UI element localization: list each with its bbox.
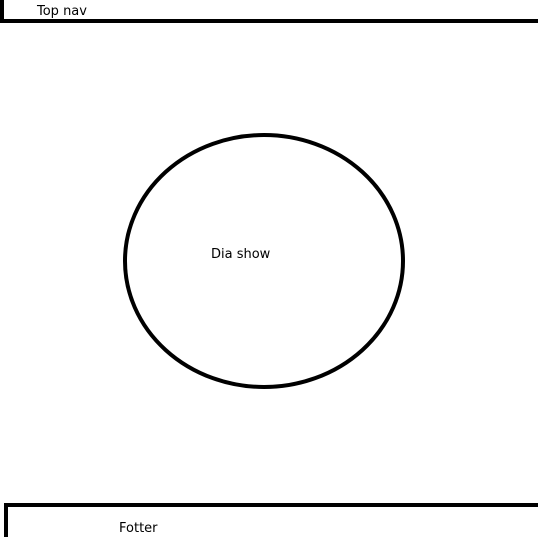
- top-nav-label: Top nav: [37, 4, 87, 19]
- top-nav-box: [0, 0, 538, 23]
- slideshow-ellipse: [123, 133, 405, 389]
- footer-box: [4, 503, 538, 537]
- slideshow-label: Dia show: [211, 247, 271, 262]
- footer-label: Fotter: [119, 521, 158, 536]
